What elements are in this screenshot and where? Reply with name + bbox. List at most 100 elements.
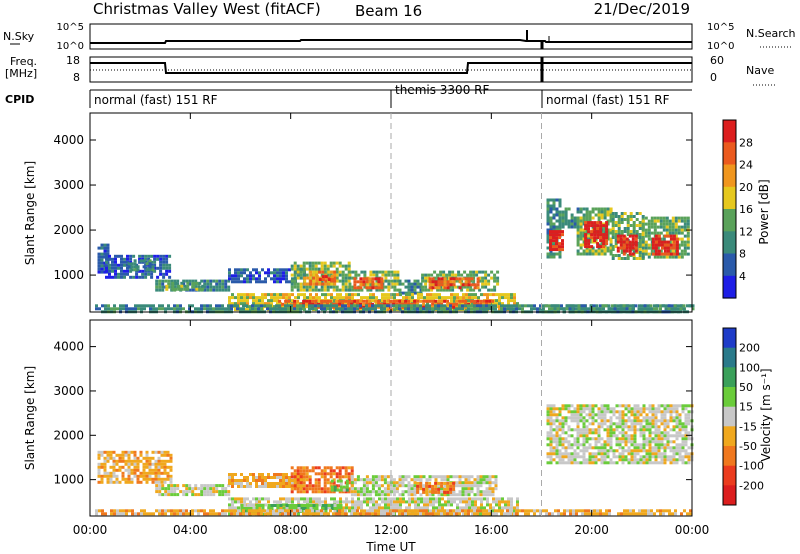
heatmap-cell xyxy=(215,512,218,516)
heatmap-cell xyxy=(383,307,386,311)
heatmap-cell xyxy=(333,296,336,300)
heatmap-cell xyxy=(632,251,636,254)
heatmap-cell xyxy=(145,459,149,463)
heatmap-cell xyxy=(473,304,476,308)
heatmap-cell xyxy=(594,458,598,462)
heatmap-cell xyxy=(452,484,456,488)
heatmap-cell xyxy=(462,296,465,300)
heatmap-cell xyxy=(131,509,134,513)
heatmap-cell xyxy=(371,286,375,290)
heatmap-cell xyxy=(155,509,158,513)
heatmap-cell xyxy=(549,458,553,462)
heatmap-cell xyxy=(470,487,474,491)
heatmap-cell xyxy=(518,509,521,513)
heatmap-cell xyxy=(625,249,629,253)
heatmap-cell xyxy=(386,487,390,491)
heatmap-cell xyxy=(324,497,327,501)
heatmap-cell xyxy=(402,308,405,312)
heatmap-cell xyxy=(548,307,551,311)
heatmap-cell xyxy=(455,509,458,513)
heatmap-cell xyxy=(290,304,293,308)
heatmap-cell xyxy=(279,296,282,300)
heatmap-cell xyxy=(347,307,350,311)
y-tick-label: 1000 xyxy=(53,268,84,282)
heatmap-cell xyxy=(431,475,435,479)
heatmap-cell xyxy=(447,305,450,309)
cpid-label: CPID xyxy=(5,93,34,106)
heatmap-cell xyxy=(431,283,435,287)
heatmap-cell xyxy=(683,234,687,238)
heatmap-cell xyxy=(293,472,297,476)
heatmap-cell xyxy=(293,299,297,303)
heatmap-cell xyxy=(234,479,237,482)
heatmap-cell xyxy=(422,490,426,494)
heatmap-cell xyxy=(440,304,443,308)
heatmap-cell xyxy=(341,270,345,274)
heatmap-cell xyxy=(309,296,312,300)
heatmap-cell xyxy=(294,507,298,510)
heatmap-cell xyxy=(443,307,446,311)
heatmap-cell xyxy=(185,493,189,497)
heatmap-cell xyxy=(395,509,398,513)
heatmap-cell xyxy=(237,500,240,504)
heatmap-cell xyxy=(375,500,378,504)
heatmap-cell xyxy=(345,296,348,300)
heatmap-cell xyxy=(479,509,482,513)
heatmap-cell xyxy=(170,493,174,497)
heatmap-cell xyxy=(240,299,243,303)
heatmap-cell xyxy=(290,273,294,277)
heatmap-cell xyxy=(656,255,660,259)
heatmap-cell xyxy=(159,260,163,264)
heatmap-cell xyxy=(165,284,169,288)
heatmap-cell xyxy=(360,296,363,300)
heatmap-cell xyxy=(249,305,252,309)
heatmap-cell xyxy=(590,224,594,228)
heatmap-cell xyxy=(353,478,357,482)
heatmap-cell xyxy=(230,512,233,516)
heatmap-cell xyxy=(384,273,388,277)
heatmap-cell xyxy=(100,246,104,250)
heatmap-cell xyxy=(315,507,319,510)
heatmap-cell xyxy=(182,493,186,497)
heatmap-cell xyxy=(659,512,662,516)
heatmap-cell xyxy=(188,484,192,488)
heatmap-cell xyxy=(472,288,476,292)
heatmap-cell xyxy=(302,307,305,311)
heatmap-cell xyxy=(665,222,669,226)
heatmap-cell xyxy=(144,275,148,279)
heatmap-cell xyxy=(599,221,603,225)
freq-tick-top: 18 xyxy=(66,54,80,67)
heatmap-cell xyxy=(464,299,468,303)
heatmap-cell xyxy=(148,477,152,481)
heatmap-cell xyxy=(267,274,270,278)
heatmap-cell xyxy=(641,246,645,250)
heatmap-cell xyxy=(471,500,474,504)
heatmap-cell xyxy=(424,282,428,286)
heatmap-cell xyxy=(549,422,553,426)
heatmap-cell xyxy=(356,286,360,290)
heatmap-cell xyxy=(524,509,527,513)
heatmap-cell xyxy=(605,239,609,243)
heatmap-cell xyxy=(609,237,613,241)
heatmap-cell xyxy=(437,277,441,281)
heatmap-cell xyxy=(387,282,391,286)
heatmap-cell xyxy=(482,475,486,479)
heatmap-cell xyxy=(477,506,480,510)
heatmap-cell xyxy=(428,280,432,284)
heatmap-cell xyxy=(483,293,486,297)
heatmap-cell xyxy=(617,254,621,257)
heatmap-cell xyxy=(641,233,645,236)
heatmap-cell xyxy=(344,299,348,303)
heatmap-cell xyxy=(282,485,285,488)
heatmap-cell xyxy=(564,213,568,217)
heatmap-cell xyxy=(191,487,195,491)
heatmap-cell xyxy=(371,512,374,516)
heatmap-cell xyxy=(597,458,601,462)
heatmap-cell xyxy=(492,500,495,504)
heatmap-cell xyxy=(468,500,471,504)
heatmap-cell xyxy=(148,259,152,263)
heatmap-cell xyxy=(228,271,231,275)
heatmap-cell xyxy=(255,479,258,482)
heatmap-cell xyxy=(100,258,104,262)
